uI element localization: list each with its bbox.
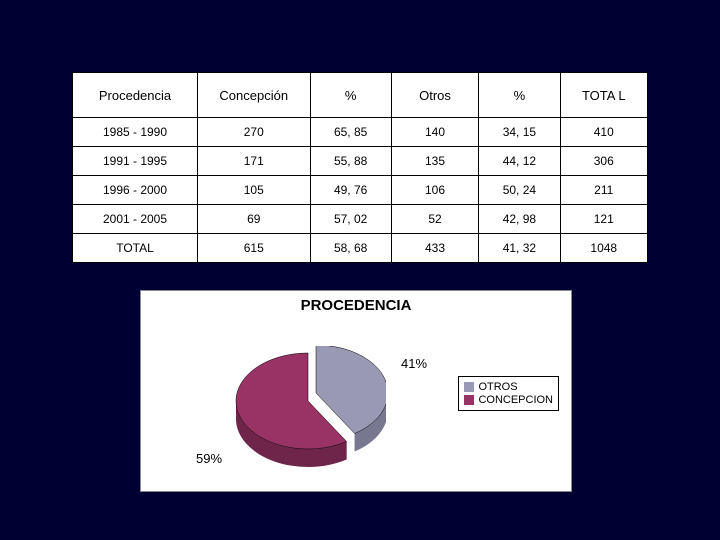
table-cell: 433 [391,234,479,263]
legend-label-otros: OTROS [478,381,517,393]
table-cell: 171 [198,147,311,176]
table-cell: 135 [391,147,479,176]
table-cell: 1996 - 2000 [73,176,198,205]
table-cell: 1985 - 1990 [73,118,198,147]
chart-legend: OTROS CONCEPCION [458,376,559,411]
table-cell: 57, 02 [310,205,391,234]
table-header-cell: Concepción [198,73,311,118]
legend-swatch-concepcion [464,395,474,405]
procedencia-table: ProcedenciaConcepción%Otros%TOTA L 1985 … [72,72,648,263]
table-cell: 49, 76 [310,176,391,205]
table-header-cell: Otros [391,73,479,118]
table-cell: 1991 - 1995 [73,147,198,176]
table-cell: 121 [560,205,648,234]
table-row: 1985 - 199027065, 8514034, 15410 [73,118,648,147]
table-cell: 50, 24 [479,176,560,205]
table-row: 1996 - 200010549, 7610650, 24211 [73,176,648,205]
table-cell: 105 [198,176,311,205]
pie-chart [231,346,386,476]
table-header-cell: % [310,73,391,118]
legend-swatch-otros [464,382,474,392]
table-cell: 2001 - 2005 [73,205,198,234]
table-cell: 52 [391,205,479,234]
table-cell: 306 [560,147,648,176]
table-header-cell: TOTA L [560,73,648,118]
table-cell: 410 [560,118,648,147]
data-table: ProcedenciaConcepción%Otros%TOTA L 1985 … [72,72,648,263]
chart-title: PROCEDENCIA [141,297,571,314]
table-row: 2001 - 20056957, 025242, 98121 [73,205,648,234]
table-cell: TOTAL [73,234,198,263]
slice-label-otros: 41% [401,356,427,371]
table-cell: 34, 15 [479,118,560,147]
table-cell: 55, 88 [310,147,391,176]
legend-item-otros: OTROS [464,381,553,393]
table-row: TOTAL61558, 6843341, 321048 [73,234,648,263]
table-cell: 41, 32 [479,234,560,263]
legend-label-concepcion: CONCEPCION [478,394,553,406]
table-header-cell: Procedencia [73,73,198,118]
pie-chart-container: PROCEDENCIA 41% 59% OTROS CONCEPCION [140,290,572,492]
table-cell: 44, 12 [479,147,560,176]
table-row: 1991 - 199517155, 8813544, 12306 [73,147,648,176]
table-cell: 270 [198,118,311,147]
legend-item-concepcion: CONCEPCION [464,394,553,406]
table-cell: 58, 68 [310,234,391,263]
slice-label-concepcion: 59% [196,451,222,466]
table-cell: 42, 98 [479,205,560,234]
table-cell: 1048 [560,234,648,263]
table-header-cell: % [479,73,560,118]
table-cell: 106 [391,176,479,205]
table-cell: 65, 85 [310,118,391,147]
table-cell: 140 [391,118,479,147]
table-cell: 615 [198,234,311,263]
table-cell: 69 [198,205,311,234]
table-cell: 211 [560,176,648,205]
